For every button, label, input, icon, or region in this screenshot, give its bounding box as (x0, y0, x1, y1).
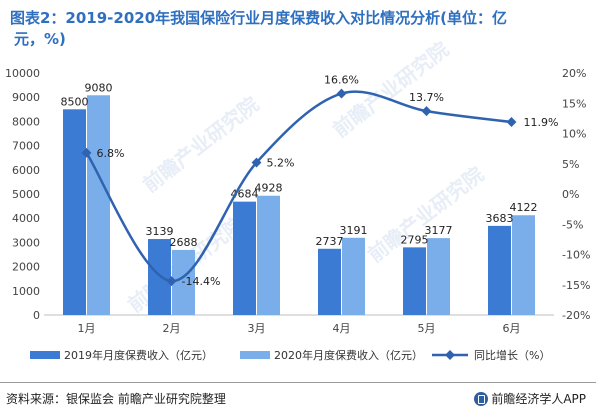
growth-data-label: 13.7% (409, 91, 444, 104)
y-right-tick-label: 15% (562, 97, 586, 110)
y-right-tick-label: -10% (562, 249, 590, 262)
brand-name: 前瞻经济学人APP (491, 392, 586, 406)
growth-point (81, 147, 92, 158)
x-tick-label: 2月 (163, 322, 181, 335)
x-tick-label: 6月 (503, 322, 521, 335)
y-left-tick-label: 4000 (12, 212, 40, 225)
bar-2019 (318, 248, 341, 315)
y-right-tick-label: 5% (562, 158, 579, 171)
y-left-tick-label: 6000 (12, 164, 40, 177)
footer: 资料来源：银保监会 前瞻产业研究院整理 前瞻经济学人APP (6, 388, 590, 408)
growth-data-label: 5.2% (267, 157, 295, 170)
y-left-tick-label: 5000 (12, 188, 40, 201)
y-left-tick-label: 1000 (12, 285, 40, 298)
watermark-text: 前瞻产业研究院 (328, 37, 453, 142)
growth-point (336, 88, 347, 99)
bar-2020-data-label: 9080 (85, 81, 113, 94)
bar-2019-data-label: 2737 (316, 235, 344, 248)
x-tick-label: 3月 (248, 322, 266, 335)
y-right-tick-label: -20% (562, 309, 590, 322)
growth-point (506, 117, 517, 127)
x-tick-label: 1月 (78, 322, 96, 335)
bar-2020 (512, 215, 535, 315)
bar-2019 (148, 239, 171, 315)
x-tick-label: 4月 (333, 322, 351, 335)
legend-label-2019: 2019年月度保费收入（亿元） (64, 348, 213, 362)
bar-2019 (403, 247, 426, 315)
y-left-tick-label: 9000 (12, 91, 40, 104)
chart-title-line-2: 元，%) (14, 30, 66, 48)
growth-data-label: 11.9% (524, 116, 559, 129)
footer-divider (0, 382, 596, 383)
legend-marker-growth (445, 350, 455, 360)
y-left-tick-label: 0 (33, 309, 40, 322)
chart-title-line-1: 图表2：2019-2020年我国保险行业月度保费收入对比情况分析(单位：亿 (10, 9, 508, 27)
bar-2020 (342, 237, 365, 315)
y-right-tick-label: 20% (562, 67, 586, 80)
growth-data-label: -14.4% (182, 275, 221, 288)
bar-2019-data-label: 3139 (146, 225, 174, 238)
bar-2019-data-label: 2795 (401, 233, 429, 246)
bar-2019-data-label: 8500 (61, 95, 89, 108)
growth-data-label: 6.8% (97, 147, 125, 160)
watermark-text: 前瞻产业研究院 (138, 92, 263, 197)
bar-2020 (87, 95, 110, 315)
legend-label-growth: 同比增长（%） (474, 348, 550, 362)
legend-swatch-2019 (30, 351, 60, 359)
bar-2019-data-label: 3683 (486, 212, 514, 225)
bar-2019 (233, 201, 256, 315)
bar-2020-data-label: 4122 (510, 201, 538, 214)
brand: 前瞻经济学人APP (474, 390, 586, 407)
chart: 前瞻产业研究院前瞻产业研究院前瞻产业研究院前瞻产业研究院010002000300… (5, 37, 590, 362)
y-left-tick-label: 7000 (12, 140, 40, 153)
y-right-tick-label: 10% (562, 128, 586, 141)
bar-2019 (488, 225, 511, 315)
y-left-tick-label: 10000 (5, 67, 40, 80)
y-right-tick-label: -15% (562, 279, 590, 292)
brand-logo-icon (474, 391, 489, 406)
y-left-tick-label: 8000 (12, 115, 40, 128)
growth-point (166, 276, 177, 287)
y-left-tick-label: 3000 (12, 236, 40, 249)
chart-title: 图表2：2019-2020年我国保险行业月度保费收入对比情况分析(单位：亿 元，… (10, 8, 588, 50)
bar-2020-data-label: 3191 (340, 224, 368, 237)
bar-2020 (257, 195, 280, 315)
source-note: 资料来源：银保监会 前瞻产业研究院整理 (6, 392, 226, 406)
bar-2020-data-label: 3177 (425, 224, 453, 237)
bar-2019 (63, 109, 86, 315)
bar-2020 (172, 249, 195, 315)
bar-2020-data-label: 4928 (255, 182, 283, 195)
growth-point (251, 157, 262, 168)
legend-label-2020: 2020年月度保费收入（亿元） (274, 348, 423, 362)
y-left-tick-label: 2000 (12, 261, 40, 274)
bar-2020 (427, 238, 450, 315)
x-tick-label: 5月 (418, 322, 436, 335)
growth-point (421, 106, 432, 117)
bar-2020-data-label: 2688 (170, 236, 198, 249)
growth-data-label: 16.6% (324, 74, 359, 87)
y-right-tick-label: 0% (562, 188, 579, 201)
y-right-tick-label: -5% (562, 218, 583, 231)
legend-swatch-2020 (240, 351, 270, 359)
